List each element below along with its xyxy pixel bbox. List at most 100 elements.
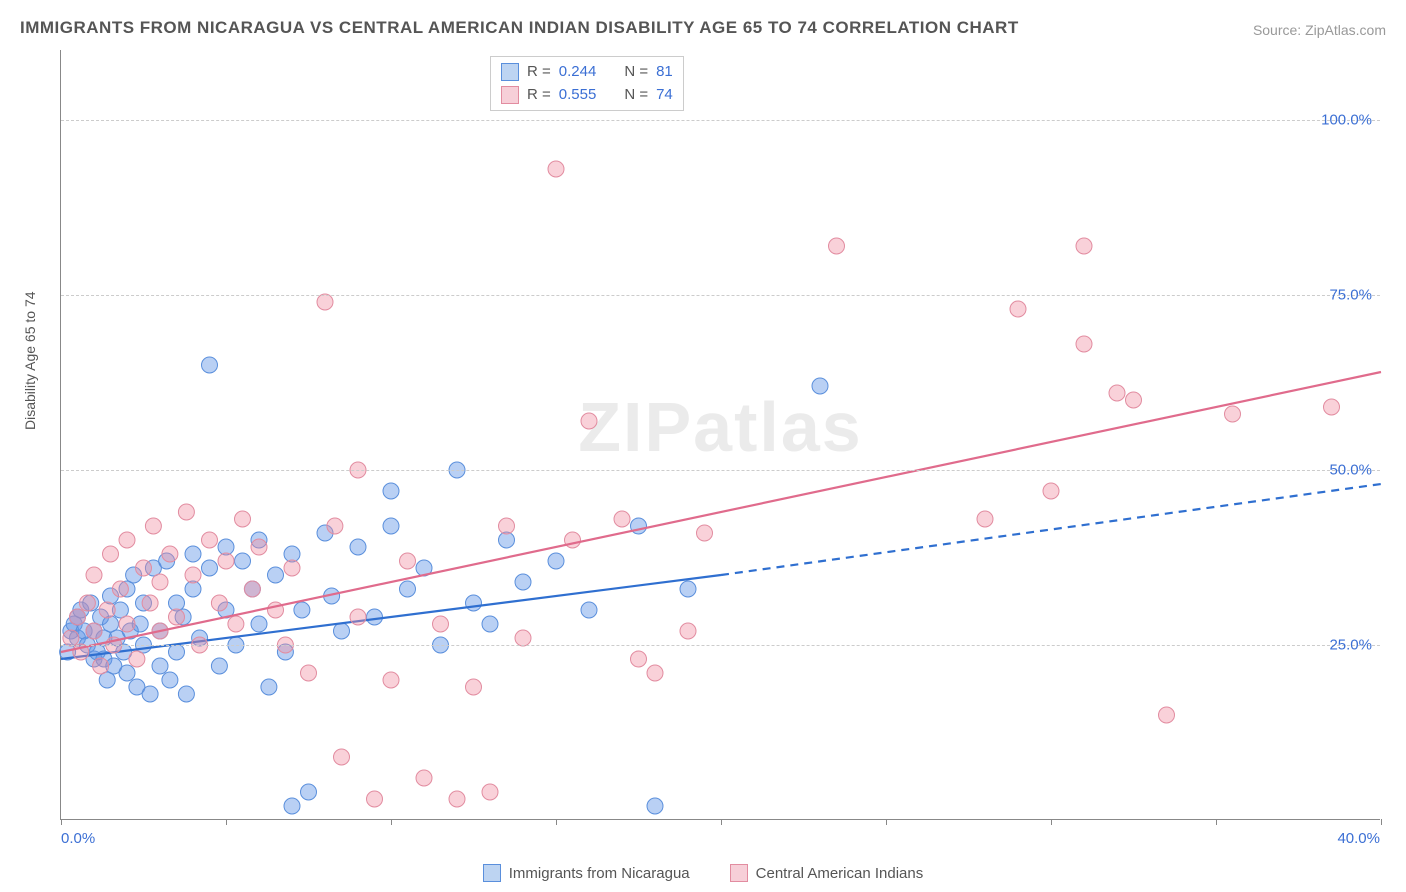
n-value-nicaragua: 81 [656, 61, 673, 84]
x-tick-label-right: 40.0% [1337, 830, 1380, 847]
gridline [61, 120, 1380, 121]
data-point-cai [244, 581, 260, 597]
data-point-cai [1076, 238, 1092, 254]
data-point-cai [152, 574, 168, 590]
data-point-cai [142, 595, 158, 611]
data-point-nicaragua [482, 616, 498, 632]
data-point-cai [1010, 301, 1026, 317]
data-point-nicaragua [235, 553, 251, 569]
x-tick [391, 819, 392, 825]
n-label: N = [624, 61, 648, 84]
data-point-cai [327, 518, 343, 534]
data-point-nicaragua [142, 686, 158, 702]
data-point-cai [383, 672, 399, 688]
data-point-cai [631, 651, 647, 667]
data-point-cai [178, 504, 194, 520]
data-point-cai [218, 553, 234, 569]
data-point-cai [647, 665, 663, 681]
data-point-cai [581, 413, 597, 429]
data-point-cai [301, 665, 317, 681]
r-value-cai: 0.555 [559, 84, 597, 107]
data-point-nicaragua [284, 798, 300, 814]
r-label: R = [527, 84, 551, 107]
data-point-cai [400, 553, 416, 569]
legend-top-swatch-cai [501, 86, 519, 104]
data-point-cai [1324, 399, 1340, 415]
data-point-cai [79, 595, 95, 611]
data-point-cai [251, 539, 267, 555]
gridline [61, 470, 1380, 471]
x-tick [556, 819, 557, 825]
data-point-nicaragua [383, 483, 399, 499]
data-point-nicaragua [350, 539, 366, 555]
legend-swatch-cai [730, 864, 748, 882]
legend-top-row-nicaragua: R = 0.244 N = 81 [501, 61, 673, 84]
data-point-nicaragua [466, 595, 482, 611]
x-tick [226, 819, 227, 825]
gridline [61, 645, 1380, 646]
data-point-nicaragua [202, 560, 218, 576]
data-point-cai [228, 616, 244, 632]
data-point-cai [1225, 406, 1241, 422]
data-point-cai [136, 560, 152, 576]
data-point-nicaragua [548, 553, 564, 569]
legend-top: R =0.244N =81R =0.555N =74 [490, 56, 684, 111]
data-point-cai [829, 238, 845, 254]
data-point-cai [548, 161, 564, 177]
data-point-cai [515, 630, 531, 646]
data-point-cai [317, 294, 333, 310]
legend-bottom: Immigrants from Nicaragua Central Americ… [0, 864, 1406, 882]
data-point-cai [1126, 392, 1142, 408]
data-point-cai [977, 511, 993, 527]
legend-label-nicaragua: Immigrants from Nicaragua [509, 865, 690, 882]
data-point-cai [466, 679, 482, 695]
plot-area: ZIPatlas 25.0%50.0%75.0%100.0%0.0%40.0%R… [60, 50, 1380, 820]
chart-svg [61, 50, 1381, 820]
data-point-cai [449, 791, 465, 807]
data-point-cai [350, 609, 366, 625]
data-point-nicaragua [251, 616, 267, 632]
data-point-nicaragua [185, 546, 201, 562]
data-point-cai [499, 518, 515, 534]
data-point-cai [284, 560, 300, 576]
x-tick-label-left: 0.0% [61, 830, 95, 847]
data-point-cai [86, 623, 102, 639]
data-point-nicaragua [294, 602, 310, 618]
y-tick-label: 75.0% [1329, 287, 1372, 304]
legend-top-swatch-nicaragua [501, 63, 519, 81]
chart-title: IMMIGRANTS FROM NICARAGUA VS CENTRAL AME… [20, 18, 1019, 38]
data-point-cai [235, 511, 251, 527]
data-point-cai [99, 602, 115, 618]
data-point-cai [119, 616, 135, 632]
data-point-cai [367, 791, 383, 807]
data-point-cai [1109, 385, 1125, 401]
data-point-nicaragua [169, 644, 185, 660]
data-point-cai [145, 518, 161, 534]
r-label: R = [527, 61, 551, 84]
gridline [61, 295, 1380, 296]
data-point-cai [334, 749, 350, 765]
x-tick [61, 819, 62, 825]
r-value-nicaragua: 0.244 [559, 61, 597, 84]
data-point-nicaragua [367, 609, 383, 625]
data-point-nicaragua [515, 574, 531, 590]
data-point-cai [63, 630, 79, 646]
data-point-cai [202, 532, 218, 548]
legend-item-nicaragua: Immigrants from Nicaragua [483, 864, 690, 882]
data-point-nicaragua [581, 602, 597, 618]
data-point-cai [103, 546, 119, 562]
data-point-cai [416, 770, 432, 786]
legend-top-row-cai: R =0.555N =74 [501, 84, 673, 107]
data-point-nicaragua [812, 378, 828, 394]
data-point-nicaragua [162, 672, 178, 688]
legend-label-cai: Central American Indians [756, 865, 924, 882]
data-point-nicaragua [383, 518, 399, 534]
data-point-nicaragua [211, 658, 227, 674]
data-point-cai [482, 784, 498, 800]
data-point-cai [86, 567, 102, 583]
n-label: N = [624, 84, 648, 107]
legend-item-cai: Central American Indians [730, 864, 924, 882]
data-point-nicaragua [202, 357, 218, 373]
data-point-cai [162, 546, 178, 562]
data-point-nicaragua [152, 658, 168, 674]
